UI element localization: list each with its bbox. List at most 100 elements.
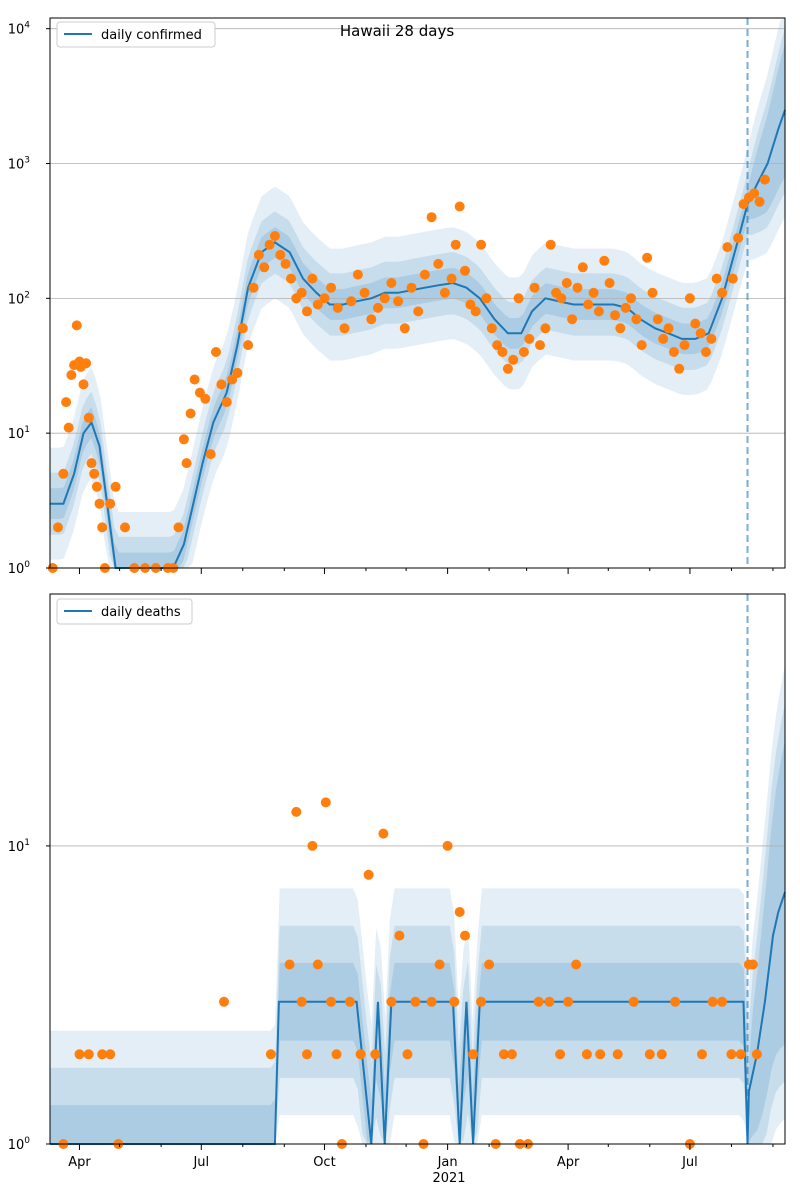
- observed-point: [486, 323, 497, 334]
- observed-point: [320, 797, 331, 808]
- observed-point: [529, 282, 540, 293]
- observed-point: [434, 959, 445, 970]
- observed-point: [326, 282, 337, 293]
- legend-box: [56, 598, 193, 625]
- observed-point: [642, 252, 653, 263]
- observed-point: [497, 347, 508, 357]
- observed-point: [332, 302, 343, 313]
- observed-point: [679, 340, 690, 351]
- observed-point: [572, 282, 583, 293]
- observed-point: [312, 959, 323, 970]
- observed-point: [66, 370, 77, 380]
- observed-point: [749, 188, 760, 199]
- observed-point: [433, 258, 444, 269]
- observed-point: [476, 996, 487, 1007]
- observed-point: [717, 996, 728, 1007]
- observed-point: [555, 1049, 566, 1060]
- observed-point: [747, 959, 758, 970]
- observed-point: [379, 293, 390, 304]
- observed-point: [604, 278, 615, 288]
- observed-point: [63, 422, 74, 433]
- chart-title: Hawaii 28 days: [340, 22, 454, 40]
- x-tick-label: Apr: [68, 1155, 91, 1170]
- observed-point: [89, 468, 100, 479]
- observed-point: [518, 347, 529, 357]
- observed-point: [331, 1049, 342, 1060]
- y-tick-label: 100: [8, 1136, 31, 1153]
- observed-point: [359, 287, 370, 298]
- confirmed-x-ticks: [78, 568, 774, 574]
- observed-point: [344, 996, 355, 1007]
- observed-point: [502, 363, 513, 374]
- observed-point: [352, 269, 363, 280]
- uncertainty-band: [50, 18, 785, 568]
- observed-point: [259, 262, 270, 273]
- observed-point: [733, 233, 744, 243]
- observed-point: [706, 333, 717, 344]
- observed-point: [754, 196, 765, 207]
- confirmed-panel: 100 101 102 103 104 Hawaii 28 days daily con…: [8, 17, 786, 577]
- observed-point: [370, 1049, 381, 1060]
- deaths-axes-frame: [49, 593, 786, 1145]
- deaths-observed-points: [58, 797, 762, 1149]
- observed-point: [738, 199, 749, 210]
- observed-point: [53, 522, 63, 533]
- observed-point: [302, 306, 312, 317]
- x-tick-label: Apr: [557, 1155, 580, 1170]
- observed-point: [339, 323, 350, 334]
- observed-point: [91, 481, 102, 492]
- x-axis-tick-labels: Apr Jul Oct Jan Apr Jul: [68, 1155, 698, 1170]
- observed-point: [449, 996, 460, 1007]
- observed-point: [508, 354, 519, 365]
- observed-point: [628, 996, 639, 1007]
- observed-point: [237, 323, 248, 334]
- observed-point: [78, 379, 89, 390]
- observed-point: [595, 1049, 606, 1060]
- observed-point: [454, 907, 465, 917]
- y-tick-label: 104: [8, 21, 31, 38]
- observed-point: [71, 320, 82, 331]
- observed-point: [446, 273, 457, 284]
- observed-point: [612, 1049, 623, 1060]
- observed-point: [185, 408, 196, 419]
- x-axis-year-label: 2021: [432, 1171, 465, 1186]
- observed-point: [248, 282, 259, 293]
- observed-point: [506, 1049, 517, 1060]
- observed-point: [386, 278, 397, 288]
- observed-point: [326, 996, 337, 1007]
- observed-point: [319, 293, 330, 304]
- observed-point: [599, 255, 610, 266]
- observed-point: [454, 201, 465, 212]
- deaths-uncertainty-bands: [50, 665, 785, 1144]
- observed-point: [312, 299, 323, 310]
- observed-point: [355, 1049, 366, 1060]
- observed-point: [567, 314, 578, 325]
- observed-point: [110, 481, 121, 492]
- observed-point: [581, 1049, 592, 1060]
- x-tick-label: Jul: [681, 1155, 698, 1170]
- observed-point: [556, 293, 567, 304]
- observed-point: [668, 347, 679, 357]
- observed-point: [406, 282, 417, 293]
- observed-point: [652, 314, 663, 325]
- confirmed-uncertainty-bands: [50, 18, 785, 568]
- y-tick-label: 101: [8, 838, 30, 855]
- observed-point: [243, 340, 254, 351]
- observed-point: [593, 306, 604, 317]
- observed-point: [219, 996, 229, 1007]
- observed-point: [610, 310, 620, 321]
- observed-point: [561, 278, 572, 288]
- observed-point: [74, 1049, 85, 1060]
- observed-point: [577, 262, 588, 273]
- observed-point: [711, 273, 722, 284]
- observed-point: [663, 323, 674, 334]
- observed-point: [644, 1049, 655, 1060]
- deaths-model-line: [50, 891, 786, 1145]
- legend-box: [56, 21, 216, 48]
- observed-point: [620, 302, 631, 313]
- y-tick-label: 101: [8, 425, 30, 442]
- observed-point: [563, 996, 574, 1007]
- observed-point: [94, 498, 105, 509]
- observed-point: [484, 959, 495, 970]
- observed-point: [717, 287, 728, 298]
